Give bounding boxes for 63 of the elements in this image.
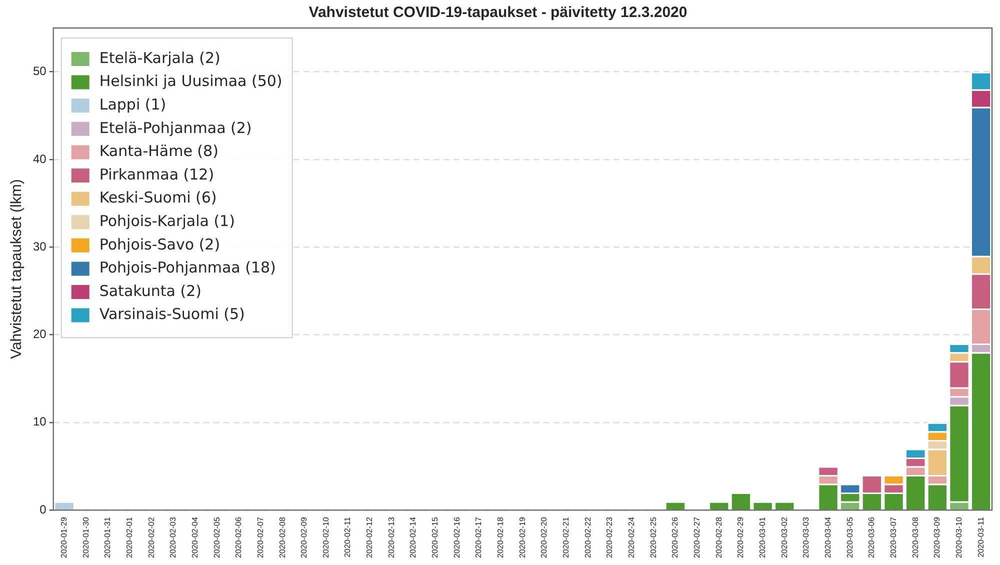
x-tick-label: 2020-02-06 [234,516,244,558]
y-tick-label: 20 [32,327,47,342]
x-tick-label: 2020-02-24 [627,516,636,558]
x-tick-label: 2020-03-11 [976,516,986,558]
x-tick-label: 2020-02-16 [452,516,462,558]
x-tick-label: 2020-02-04 [190,516,200,558]
x-tick-label: 2020-02-22 [583,516,592,558]
x-tick-label: 2020-03-06 [867,516,876,558]
legend-label: Helsinki ja Uusimaa (50) [99,72,282,90]
legend-label: Pohjois-Pohjanmaa (18) [99,258,276,277]
x-tick-label: 2020-02-21 [562,516,571,558]
x-tick-label: 2020-02-13 [386,516,396,558]
x-tick-label: 2020-03-02 [780,516,789,558]
x-tick-label: 2020-02-17 [474,516,484,558]
x-tick-label: 2020-02-07 [256,516,265,558]
y-tick-label: 10 [32,414,47,429]
legend-label: Etelä-Pohjanmaa (2) [99,118,252,137]
x-tick-label: 2020-03-03 [802,516,811,558]
x-tick-label: 2020-02-09 [300,516,309,558]
x-tick-label: 2020-02-18 [496,516,506,558]
legend-label: Pohjois-Savo (2) [99,235,220,254]
legend-label: Keski-Suomi (6) [99,188,217,207]
legend-label: Kanta-Häme (8) [99,142,218,160]
x-tick-label: 2020-02-26 [670,516,680,558]
x-tick-label: 2020-02-05 [212,516,222,558]
y-tick-label: 50 [32,64,47,78]
x-tick-label: 2020-02-08 [278,516,287,558]
x-tick-label: 2020-02-28 [714,516,724,558]
legend-label: Satakunta (2) [99,282,202,300]
x-tick-label: 2020-02-15 [430,516,440,558]
x-tick-label: 2020-02-19 [518,516,527,558]
x-tick-label: 2020-03-01 [758,516,767,558]
x-tick-label: 2020-01-29 [59,516,68,558]
x-tick-label: 2020-03-07 [888,516,898,558]
x-tick-label: 2020-01-30 [81,516,90,558]
x-tick-label: 2020-03-10 [954,516,964,558]
x-tick-label: 2020-02-25 [648,516,658,558]
x-tick-label: 2020-01-31 [103,516,112,558]
y-tick-label: 0 [40,502,47,516]
legend-label: Pirkanmaa (12) [99,165,214,184]
x-tick-label: 2020-02-12 [365,516,374,558]
x-tick-label: 2020-03-04 [823,516,832,558]
x-tick-label: 2020-03-09 [932,516,942,558]
x-tick-label: 2020-02-20 [540,516,549,558]
legend-label: Varsinais-Suomi (5) [99,305,245,324]
x-tick-label: 2020-02-23 [605,516,614,558]
x-tick-label: 2020-02-29 [736,516,746,558]
y-axis-title: Vahvistetut tapaukset (lkm) [8,179,26,359]
chart-title: Vahvistetut COVID-19-tapaukset - päivitetty 12.3.2020 [308,4,688,22]
x-tick-label: 2020-02-27 [692,516,702,558]
legend-label: Pohjois-Karjala (1) [99,212,235,230]
y-tick-label: 30 [32,239,47,254]
x-tick-label: 2020-03-05 [845,516,854,558]
x-tick-label: 2020-02-02 [146,516,156,558]
legend-label: Etelä-Karjala (2) [99,48,220,67]
x-tick-label: 2020-03-08 [910,516,920,558]
x-tick-label: 2020-02-10 [321,516,330,558]
x-tick-label: 2020-02-01 [124,516,134,558]
legend-label: Lappi (1) [99,95,166,114]
y-tick-label: 40 [32,152,47,166]
x-tick-label: 2020-02-11 [343,516,352,558]
x-tick-label: 2020-02-14 [408,516,418,558]
x-tick-label: 2020-02-03 [168,516,178,558]
